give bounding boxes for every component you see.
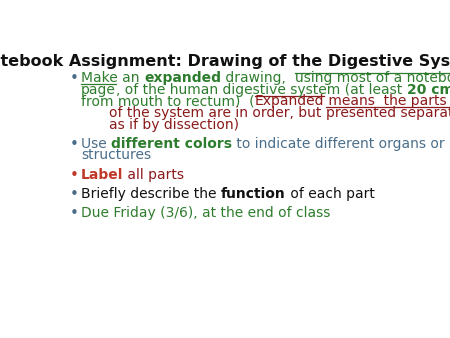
Text: •: • [70, 137, 79, 152]
Text: Label: Label [81, 168, 123, 182]
Text: Notebook Assignment: Drawing of the Digestive System: Notebook Assignment: Drawing of the Dige… [0, 54, 450, 69]
Text: using most of a notebook: using most of a notebook [295, 71, 450, 86]
Text: page: page [81, 83, 116, 97]
Text: Briefly describe the: Briefly describe the [81, 187, 221, 201]
Text: to indicate different organs or: to indicate different organs or [232, 137, 445, 151]
Text: structures: structures [81, 148, 151, 162]
Text: of each part: of each part [286, 187, 374, 201]
Text: •: • [70, 168, 79, 183]
Text: Expanded: Expanded [255, 94, 324, 108]
Text: all parts: all parts [123, 168, 184, 182]
Text: function: function [221, 187, 286, 201]
Text: from mouth to rectum)  (: from mouth to rectum) ( [81, 94, 255, 108]
Text: of the system are in order, but: of the system are in order, but [109, 106, 326, 120]
Text: expanded: expanded [144, 71, 221, 86]
Text: presented separately: presented separately [326, 106, 450, 120]
Text: Use: Use [81, 137, 111, 151]
Text: as if by dissection): as if by dissection) [109, 118, 239, 131]
Text: •: • [70, 206, 79, 221]
Text: Due Friday (3/6), at the end of class: Due Friday (3/6), at the end of class [81, 206, 330, 220]
Text: Make an: Make an [81, 71, 144, 86]
Text: 20 cm: 20 cm [406, 83, 450, 97]
Text: means  the parts: means the parts [324, 94, 447, 108]
Text: drawing,: drawing, [221, 71, 295, 86]
Text: , of the human digestive system (at least: , of the human digestive system (at leas… [116, 83, 406, 97]
Text: •: • [70, 71, 79, 87]
Text: different colors: different colors [111, 137, 232, 151]
Text: •: • [70, 187, 79, 202]
